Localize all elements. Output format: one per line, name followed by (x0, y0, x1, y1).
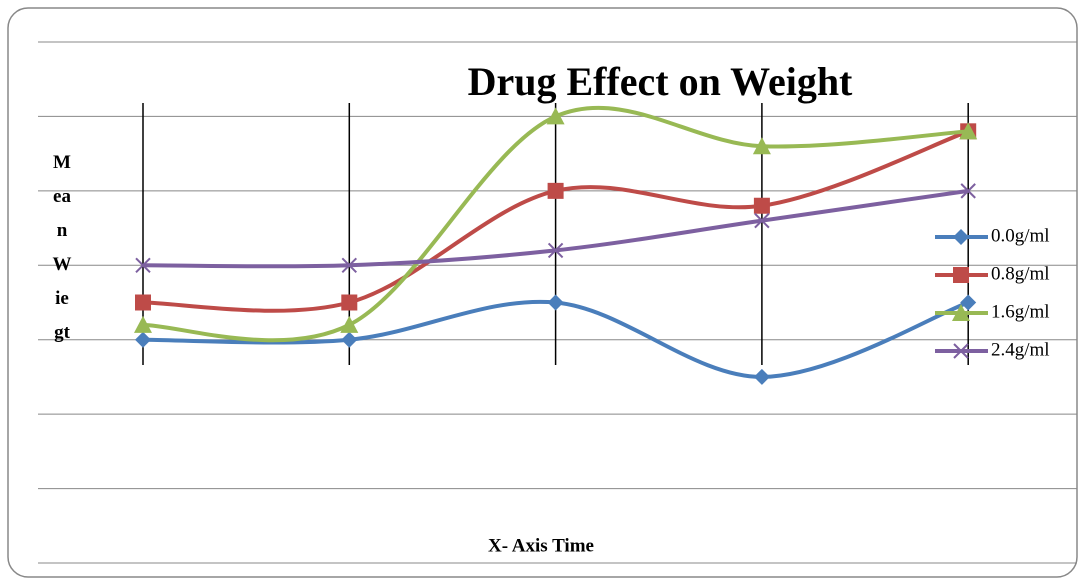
marker (752, 137, 771, 155)
marker (959, 122, 978, 140)
chart-title: Drug Effect on Weight (468, 59, 853, 104)
legend-label: 1.6g/ml (991, 301, 1050, 322)
legend-label: 0.8g/ml (991, 263, 1050, 284)
chart-border (7, 7, 1078, 578)
marker (753, 368, 770, 385)
marker (952, 304, 970, 321)
marker (953, 229, 969, 245)
marker (341, 331, 358, 348)
marker (547, 242, 564, 259)
marker (953, 343, 969, 359)
marker (953, 267, 969, 283)
x-axis-label: X- Axis Time (488, 535, 594, 556)
marker (134, 315, 152, 333)
marker (341, 294, 358, 311)
marker (341, 257, 358, 273)
marker (135, 294, 151, 311)
legend-label: 2.4g/ml (991, 339, 1050, 360)
marker (547, 294, 564, 311)
marker (135, 331, 151, 348)
marker (546, 107, 565, 125)
marker (135, 257, 151, 273)
y-axis-label: MeanWiegt (52, 152, 72, 343)
marker (547, 182, 564, 199)
marker (754, 212, 770, 229)
marker (340, 315, 359, 333)
legend-label: 0.0g/ml (991, 225, 1050, 246)
marker (960, 294, 977, 311)
marker (960, 183, 976, 199)
marker (753, 197, 770, 214)
